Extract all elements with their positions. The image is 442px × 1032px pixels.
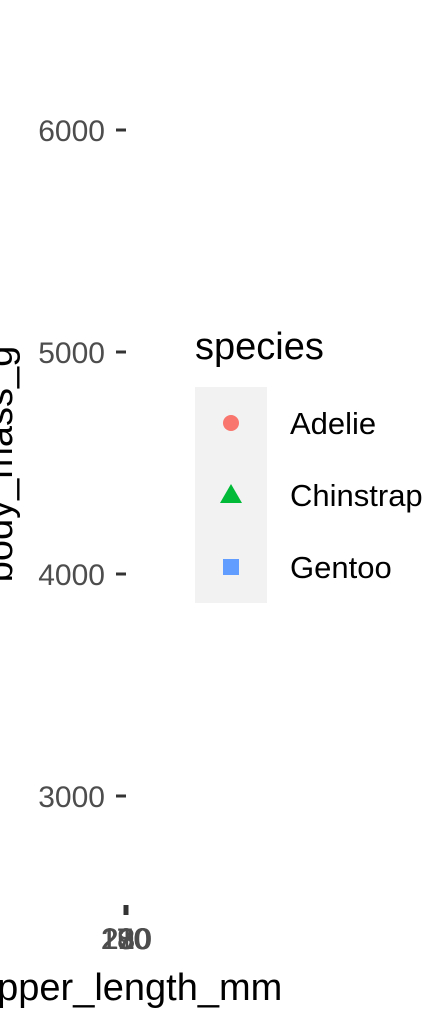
x-tick-label: 190 — [101, 923, 151, 956]
y-axis: 3000 4000 5000 6000 — [38, 115, 126, 814]
legend-label: Adelie — [290, 406, 376, 441]
x-tick-label: 220 — [102, 923, 152, 956]
x-tick-label: 170 — [100, 923, 150, 956]
x-tick-label: 230 — [102, 923, 152, 956]
x-tick-label: 200 — [101, 923, 151, 956]
y-tick-label: 5000 — [38, 337, 105, 370]
legend-title: species — [195, 326, 324, 368]
legend-label: Chinstrap — [290, 478, 423, 513]
y-tick-label: 3000 — [38, 781, 105, 814]
y-tick-label: 4000 — [38, 559, 105, 592]
legend-key-circle — [223, 415, 239, 431]
legend-label: Gentoo — [290, 550, 392, 585]
x-axis-title: flipper_length_mm — [0, 967, 282, 1009]
legend: species Adelie Chinstrap Gentoo — [195, 326, 423, 603]
legend-key-square — [223, 559, 239, 575]
x-tick-label: 210 — [101, 923, 151, 956]
y-axis-title: body_mass_g — [0, 346, 21, 583]
y-tick-label: 6000 — [38, 115, 105, 148]
legend-key-triangle — [220, 484, 242, 503]
x-tick-label: 180 — [100, 923, 150, 956]
